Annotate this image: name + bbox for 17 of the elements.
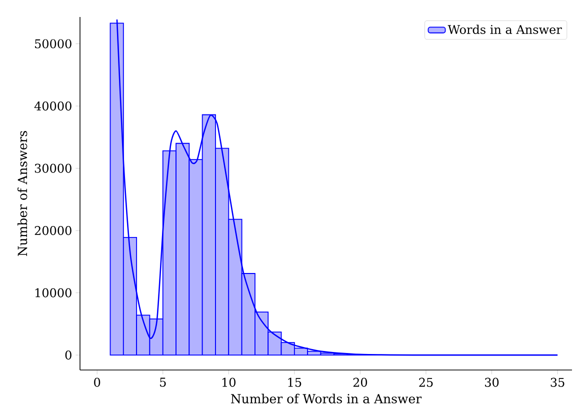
y-tick-label: 50000 <box>35 39 72 48</box>
x-tick-label: 5 <box>160 378 166 387</box>
x-tick-label: 25 <box>419 378 433 387</box>
x-tick-label: 10 <box>222 378 236 387</box>
y-tick-label: 0 <box>65 350 72 360</box>
x-axis-title: Number of Words in a Answer <box>231 394 422 404</box>
y-tick-label: 20000 <box>34 226 72 236</box>
x-tick-label: 30 <box>485 378 499 387</box>
y-tick-label: 40000 <box>34 101 72 111</box>
y-tick-label: 30000 <box>34 164 72 173</box>
x-tick-label: 0 <box>94 378 100 387</box>
x-tick-label: 35 <box>550 378 564 387</box>
y-tick-label: 10000 <box>35 288 72 298</box>
x-tick-label: 15 <box>288 378 302 387</box>
y-axis-title: Number of Answers <box>17 131 28 256</box>
legend-label: Words in a Answer <box>448 24 562 34</box>
x-tick-label: 20 <box>353 378 368 387</box>
